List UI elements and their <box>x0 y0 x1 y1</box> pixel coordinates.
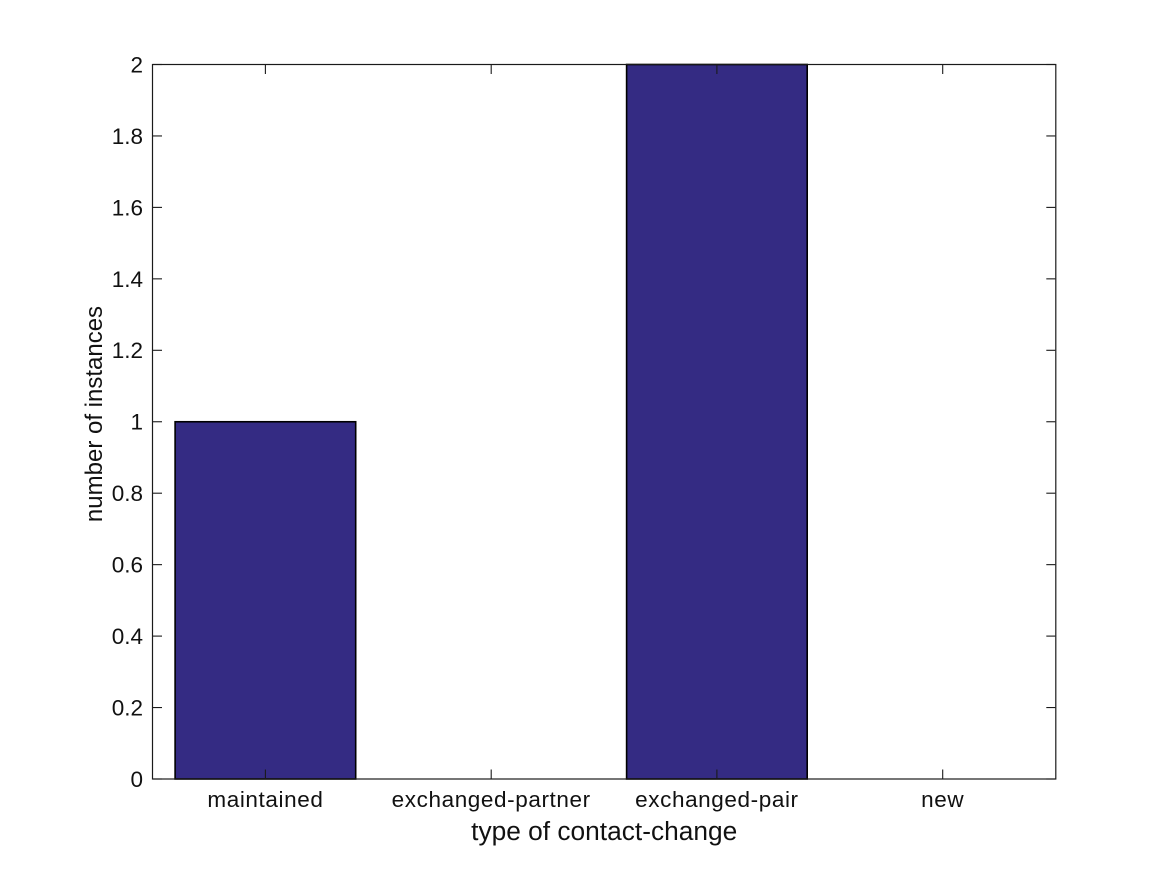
svg-text:0: 0 <box>130 767 143 792</box>
svg-text:2: 2 <box>130 52 143 77</box>
svg-text:1.2: 1.2 <box>112 338 143 363</box>
svg-text:1: 1 <box>130 410 143 435</box>
svg-text:1.4: 1.4 <box>112 267 143 292</box>
svg-text:0.2: 0.2 <box>112 695 143 720</box>
svg-text:0.6: 0.6 <box>112 553 143 578</box>
svg-text:0.8: 0.8 <box>112 481 143 506</box>
svg-text:exchanged-pair: exchanged-pair <box>635 787 799 812</box>
svg-text:maintained: maintained <box>207 787 323 812</box>
svg-text:exchanged-partner: exchanged-partner <box>392 787 591 812</box>
svg-text:1.6: 1.6 <box>112 195 143 220</box>
svg-text:number of instances: number of instances <box>81 306 108 522</box>
svg-text:0.4: 0.4 <box>112 624 143 649</box>
svg-text:1.8: 1.8 <box>112 124 143 149</box>
svg-text:type of contact-change: type of contact-change <box>471 816 737 846</box>
svg-text:new: new <box>921 787 964 812</box>
